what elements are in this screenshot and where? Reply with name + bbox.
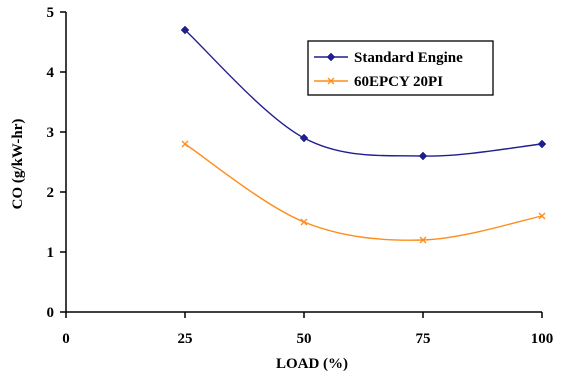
data-point [538, 212, 546, 220]
legend: Standard Engine 60EPCY 20PI [307, 40, 494, 96]
x-axis-title: LOAD (%) [276, 356, 348, 372]
series-layer [180, 25, 547, 244]
marker-stroke [327, 77, 335, 85]
data-point [419, 236, 427, 244]
series-line [184, 143, 543, 241]
legend-label: Standard Engine [354, 50, 463, 66]
legend-item: 60EPCY 20PI [314, 74, 443, 90]
series-standard-engine [180, 25, 547, 161]
legend-label: 60EPCY 20PI [354, 74, 443, 90]
y-tick-label: 2 [47, 185, 55, 201]
y-axis-title: CO (g/kW-hr) [10, 119, 26, 210]
x-tick-label: 100 [531, 331, 554, 347]
y-tick-label: 0 [47, 305, 55, 321]
marker-stroke [300, 218, 308, 226]
y-tick-label: 3 [47, 125, 55, 141]
marker-stroke [419, 236, 427, 244]
legend-swatch-marker [327, 77, 335, 85]
series-60epcy-20pi [181, 140, 546, 244]
marker-stroke [538, 212, 546, 220]
data-point [181, 140, 189, 148]
data-point [418, 151, 428, 161]
data-point [537, 139, 547, 149]
y-tick-label: 4 [47, 65, 55, 81]
x-tick-label: 0 [62, 331, 70, 347]
y-tick-label: 5 [47, 5, 55, 21]
data-point [299, 133, 309, 143]
data-point [180, 25, 190, 35]
x-tick-label: 50 [297, 331, 312, 347]
marker-stroke [181, 140, 189, 148]
y-tick-label: 1 [47, 245, 55, 261]
x-tick-label: 75 [416, 331, 431, 347]
legend-box [307, 40, 494, 96]
legend-swatch-marker [326, 52, 336, 62]
data-point [300, 218, 308, 226]
x-tick-label: 25 [178, 331, 193, 347]
legend-item: Standard Engine [314, 50, 463, 66]
series-line [184, 29, 543, 157]
